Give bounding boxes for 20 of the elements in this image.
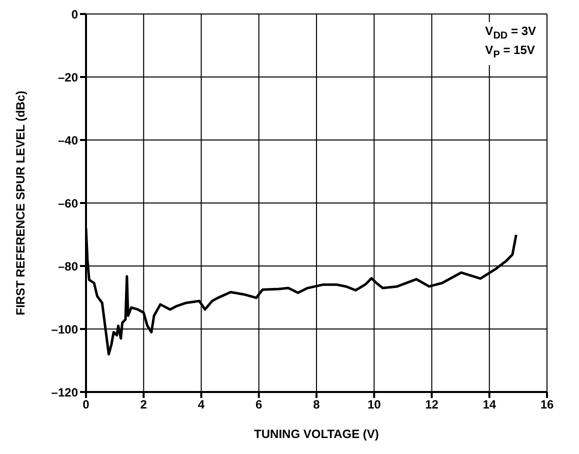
y-tick-label: –20 xyxy=(58,70,78,84)
x-tick-label: 4 xyxy=(198,398,205,412)
x-tick-label: 2 xyxy=(140,398,148,412)
annotation: V$_{P}$ = 15V xyxy=(485,43,536,63)
x-tick-label: 12 xyxy=(425,398,439,412)
x-tick-label: 8 xyxy=(313,398,320,412)
y-tick-label: –100 xyxy=(51,322,78,336)
x-axis-title: TUNING VOLTAGE (V) xyxy=(254,427,379,441)
x-tick-label: 10 xyxy=(367,398,382,412)
x-tick-label: 16 xyxy=(540,398,554,412)
y-tick-label: –40 xyxy=(58,133,78,148)
y-tick-label: –60 xyxy=(58,196,78,210)
x-tick-label: 6 xyxy=(256,398,263,412)
y-tick-label: –120 xyxy=(51,385,78,400)
x-tick-label: 14 xyxy=(482,398,496,412)
y-tick-label: 0 xyxy=(71,7,78,22)
x-tick-label: 0 xyxy=(82,398,90,412)
y-tick-label: –80 xyxy=(58,259,78,274)
annotation: V$_{DD}$ = 3V xyxy=(485,24,536,44)
y-axis-title: FIRST REFERENCE SPUR LEVEL (dBc) xyxy=(13,90,28,316)
